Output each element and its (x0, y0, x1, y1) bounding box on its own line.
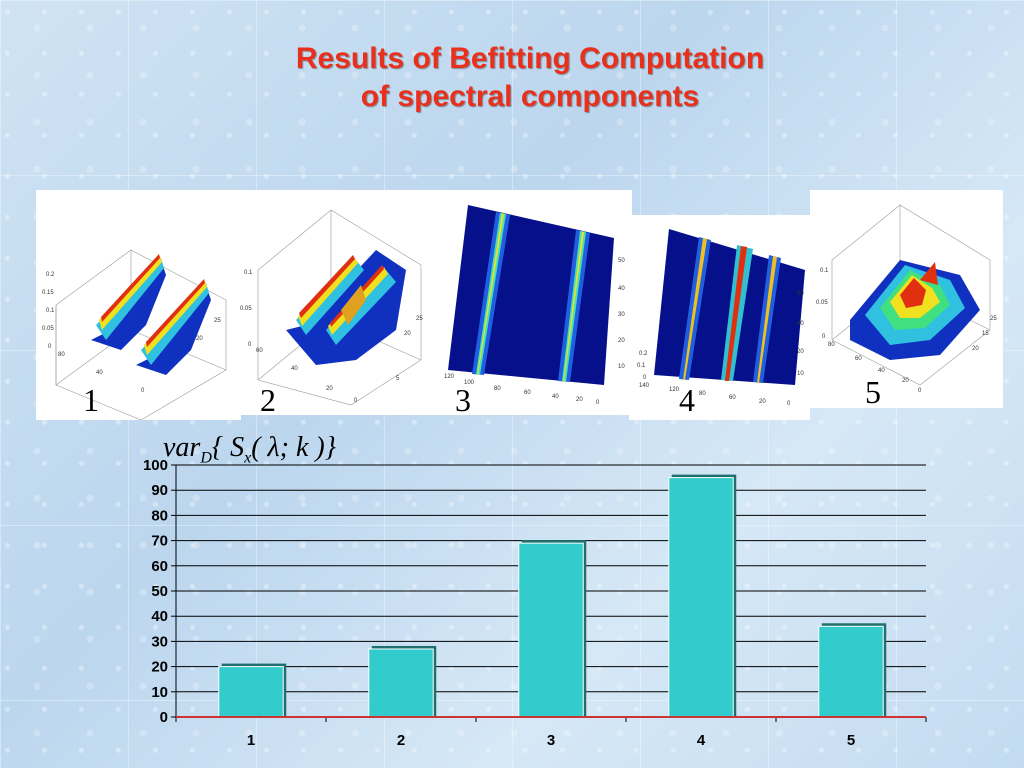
y-tick-label: 70 (151, 533, 168, 550)
bar (518, 542, 584, 718)
svg-text:0.1: 0.1 (46, 308, 55, 314)
svg-text:0: 0 (822, 334, 826, 340)
panel-5-surface-plot: 0.1 0.05 0 80 60 40 20 0 20 15 25 (810, 190, 1003, 408)
y-tick-label: 60 (151, 558, 168, 575)
svg-text:25: 25 (990, 316, 997, 322)
y-tick-label: 20 (151, 659, 168, 676)
y-tick-label: 30 (151, 633, 168, 650)
svg-text:0.05: 0.05 (816, 300, 828, 306)
slide-title: Results of Befitting Computation of spec… (0, 40, 1024, 116)
svg-text:40: 40 (96, 370, 103, 376)
panel-label-1: 1 (83, 382, 99, 418)
svg-text:25: 25 (416, 316, 423, 322)
x-tick-label: 2 (397, 732, 405, 749)
svg-text:120: 120 (444, 374, 455, 380)
svg-text:0: 0 (354, 398, 358, 404)
svg-text:20: 20 (902, 378, 909, 384)
formula-s: { S (211, 432, 245, 463)
svg-text:0: 0 (48, 344, 52, 350)
y-tick-label: 80 (151, 507, 168, 524)
title-line-2: of spectral components (360, 80, 700, 113)
bar (818, 625, 884, 718)
svg-text:0: 0 (141, 388, 145, 394)
formula-sub-d: D (200, 449, 212, 467)
panel-label-2: 2 (260, 382, 276, 418)
svg-text:60: 60 (855, 356, 862, 362)
svg-text:10: 10 (797, 371, 804, 377)
svg-text:5: 5 (396, 376, 400, 382)
svg-text:40: 40 (878, 368, 885, 374)
panel-2-surface-plot: 0.1 0.05 0 60 40 20 0 20 25 5 (236, 190, 436, 415)
panel-4-heatmap-plot: 0.2 0.1 0 140 120 80 60 20 0 50 40 20 10 (629, 215, 810, 420)
bar-chart: 0 10 20 30 40 50 60 70 80 90 100 1 2 3 4 5 (143, 457, 927, 749)
svg-text:20: 20 (196, 336, 203, 342)
panel-label-3: 3 (455, 382, 471, 418)
svg-text:0.2: 0.2 (46, 272, 55, 278)
svg-text:0.1: 0.1 (820, 268, 829, 274)
svg-text:50: 50 (618, 258, 625, 264)
svg-text:20: 20 (759, 399, 766, 405)
svg-text:0.05: 0.05 (42, 326, 54, 332)
y-tick-label: 0 (160, 709, 168, 726)
svg-text:60: 60 (524, 390, 531, 396)
svg-text:120: 120 (669, 387, 680, 393)
svg-text:20: 20 (972, 346, 979, 352)
svg-text:15: 15 (982, 331, 989, 337)
x-tick-label: 4 (697, 732, 706, 749)
svg-text:80: 80 (828, 342, 835, 348)
svg-text:10: 10 (618, 364, 625, 370)
svg-text:20: 20 (326, 386, 333, 392)
svg-text:100: 100 (464, 380, 475, 386)
panel-label-4: 4 (679, 382, 695, 418)
svg-text:80: 80 (494, 386, 501, 392)
svg-text:0: 0 (787, 401, 791, 407)
svg-text:40: 40 (618, 286, 625, 292)
svg-text:40: 40 (552, 394, 559, 400)
panel-label-5: 5 (865, 374, 881, 410)
svg-text:40: 40 (797, 321, 804, 327)
panel-3-heatmap-plot: 50 40 30 20 10 120 100 80 60 40 20 0 (436, 190, 632, 415)
bar (668, 477, 734, 718)
panel-1-surface-plot: 0.2 0.15 0.1 0.05 0 80 40 0 20 25 (36, 190, 241, 420)
formula-var: var (163, 432, 201, 463)
formula-sub-x: x (244, 449, 252, 467)
svg-text:20: 20 (618, 338, 625, 344)
svg-text:20: 20 (404, 331, 411, 337)
svg-text:0: 0 (918, 388, 922, 394)
svg-text:0.2: 0.2 (639, 351, 648, 357)
svg-text:80: 80 (58, 352, 65, 358)
svg-text:0: 0 (596, 400, 600, 406)
svg-text:80: 80 (699, 391, 706, 397)
svg-text:0.05: 0.05 (240, 306, 252, 312)
x-tick-label: 1 (247, 732, 255, 749)
svg-text:20: 20 (576, 397, 583, 403)
svg-text:0: 0 (643, 375, 647, 381)
x-tick-label: 5 (847, 732, 855, 749)
svg-text:0.15: 0.15 (42, 290, 54, 296)
svg-text:50: 50 (797, 291, 804, 297)
y-tick-label: 10 (151, 684, 168, 701)
bar (368, 648, 434, 718)
x-tick-label: 3 (547, 732, 555, 749)
formula-args: ( λ; k )} (251, 432, 336, 463)
svg-text:60: 60 (256, 348, 263, 354)
y-tick-label: 50 (151, 583, 168, 600)
svg-text:40: 40 (291, 366, 298, 372)
y-tick-label: 100 (143, 457, 168, 474)
y-tick-label: 40 (151, 608, 168, 625)
bar (218, 666, 284, 718)
y-tick-label: 90 (151, 482, 168, 499)
title-line-1: Results of Befitting Computation (295, 42, 765, 75)
svg-text:0.1: 0.1 (637, 363, 646, 369)
svg-text:140: 140 (639, 383, 650, 389)
svg-text:30: 30 (618, 312, 625, 318)
svg-text:25: 25 (214, 318, 221, 324)
variance-formula: varD{ Sx( λ; k )} (163, 432, 336, 468)
svg-text:20: 20 (797, 349, 804, 355)
svg-text:0.1: 0.1 (244, 270, 253, 276)
svg-text:0: 0 (248, 342, 252, 348)
svg-text:60: 60 (729, 395, 736, 401)
